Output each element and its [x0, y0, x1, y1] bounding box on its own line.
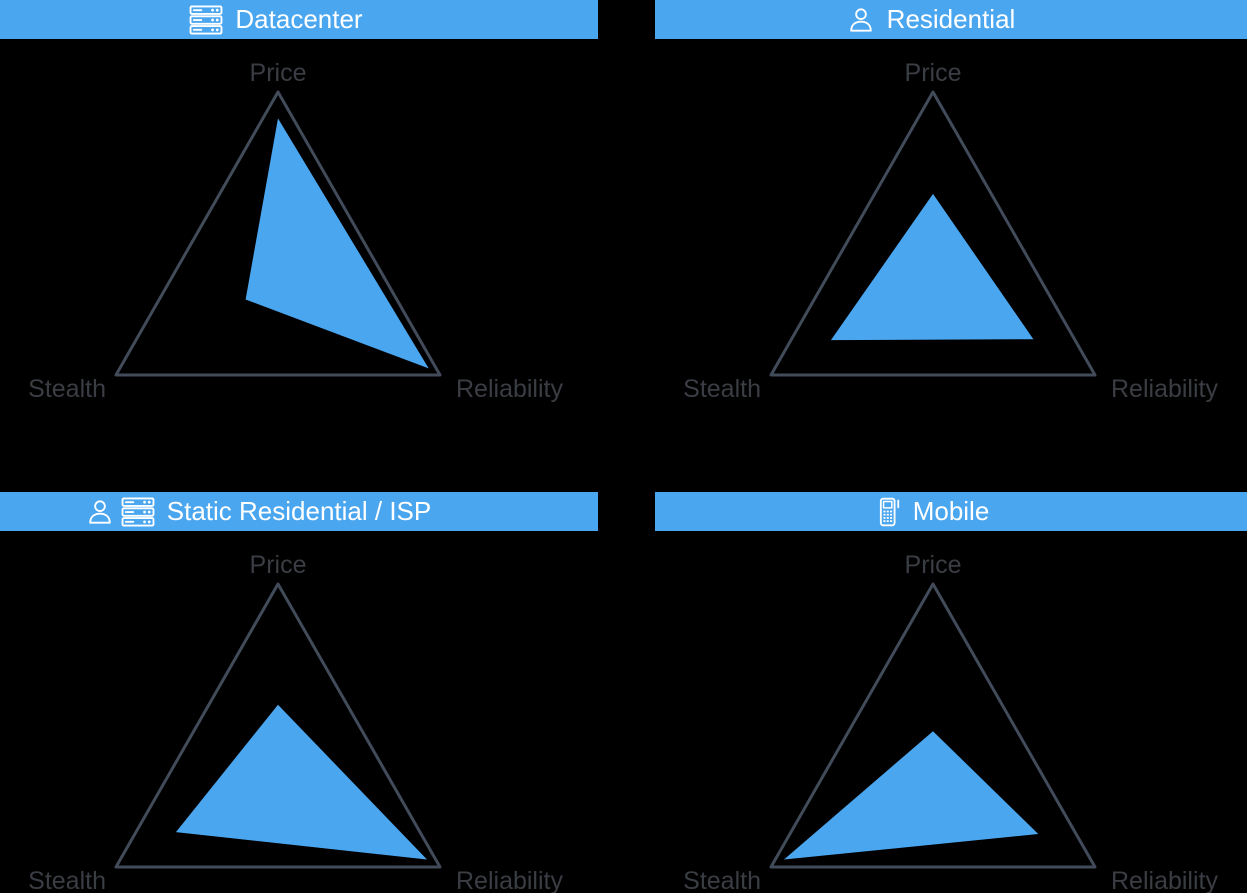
radar-polygon — [175, 704, 427, 860]
header-icons — [879, 497, 901, 527]
person-icon — [849, 7, 872, 32]
triangle-outline — [114, 90, 442, 377]
panel-static-residential-isp: Price Stealth Reliability Static Residen… — [0, 492, 598, 893]
panel-title: Residential — [886, 4, 1016, 34]
axis-label-price: Price — [250, 551, 307, 579]
server-rack-icon — [121, 496, 155, 527]
radar-chart-static-residential-isp: Price Stealth Reliability — [28, 551, 563, 893]
panel-header-mobile: Mobile — [655, 492, 1247, 531]
person-icon — [89, 499, 111, 524]
radar-polygon — [245, 118, 429, 369]
panel-title: Datacenter — [235, 4, 363, 34]
radar-polygon — [830, 193, 1034, 341]
axis-label-reliability: Reliability — [1111, 867, 1218, 893]
axis-label-stealth: Stealth — [683, 375, 761, 403]
axis-label-price: Price — [905, 551, 962, 579]
panel-title: Mobile — [912, 496, 990, 526]
radar-chart-datacenter: Price Stealth Reliability — [28, 59, 563, 403]
axis-label-price: Price — [250, 59, 307, 87]
triangle-outline — [114, 582, 442, 869]
axis-label-stealth: Stealth — [28, 375, 106, 403]
header-icons — [189, 4, 223, 35]
axis-label-price: Price — [905, 59, 962, 87]
radar-chart-residential: Price Stealth Reliability — [683, 59, 1218, 403]
axis-label-stealth: Stealth — [683, 867, 761, 893]
panel-title: Static Residential / ISP — [166, 496, 432, 526]
radar-chart-mobile: Price Stealth Reliability — [683, 551, 1218, 893]
panel-residential: Price Stealth Reliability Residential — [655, 0, 1247, 492]
server-rack-icon — [190, 4, 223, 35]
panel-header-static-residential-isp: Static Residential / ISP — [0, 492, 598, 531]
triangle-outline — [769, 90, 1097, 377]
triangle-outline — [769, 582, 1097, 869]
header-icons — [86, 496, 155, 527]
panel-header-residential: Residential — [655, 0, 1247, 39]
axis-label-reliability: Reliability — [456, 375, 563, 403]
axis-label-stealth: Stealth — [28, 867, 106, 893]
axis-label-reliability: Reliability — [1111, 375, 1218, 403]
header-icons — [847, 6, 875, 34]
panel-mobile: Price Stealth Reliability Mobile — [655, 492, 1247, 893]
axis-label-reliability: Reliability — [456, 867, 563, 893]
mobile-phone-icon — [879, 497, 899, 526]
panel-header-datacenter: Datacenter — [0, 0, 598, 39]
panel-datacenter: Price Stealth Reliability Datacenter — [0, 0, 598, 492]
radar-polygon — [784, 731, 1039, 860]
